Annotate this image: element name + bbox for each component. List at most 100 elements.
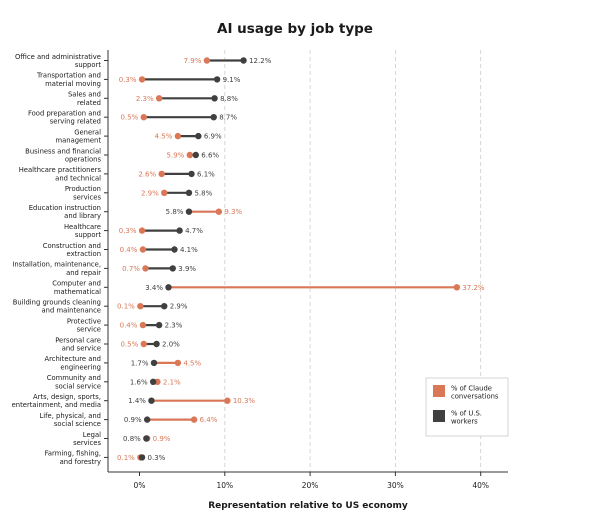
claude-point (190, 416, 198, 423)
category-label: Installation, maintenance, (12, 261, 101, 269)
claude-value-label: 2.9% (141, 189, 159, 197)
legend-label: % of U.S. (451, 410, 482, 418)
claude-point (139, 321, 147, 329)
category-label: material moving (45, 80, 101, 88)
claude-point (453, 284, 461, 291)
us-workers-value-label: 2.0% (162, 341, 180, 349)
category-label: Architecture and (44, 355, 101, 363)
claude-value-label: 0.4% (120, 322, 138, 330)
category-label: Building grounds cleaning (13, 299, 101, 307)
us-workers-value-label: 12.2% (249, 57, 272, 65)
claude-point (203, 57, 211, 64)
category-label: Personal care (55, 336, 101, 344)
us-workers-point (143, 435, 150, 442)
category-label: Arts, design, sports, (33, 393, 101, 401)
claude-point (215, 208, 223, 215)
legend-swatch-claude (433, 385, 445, 397)
category-label: extraction (67, 250, 101, 258)
claude-value-label: 0.1% (117, 303, 135, 311)
us-workers-value-label: 5.8% (166, 208, 184, 216)
claude-value-label: 2.1% (163, 378, 181, 386)
us-workers-value-label: 0.8% (123, 435, 141, 443)
claude-value-label: 4.5% (155, 133, 173, 141)
category-label: mathematical (54, 288, 101, 296)
category-label: Construction and (43, 242, 101, 250)
us-workers-point (176, 227, 183, 234)
category-label: Healthcare practitioners (19, 166, 102, 174)
category-label: support (75, 231, 101, 239)
claude-point (186, 151, 194, 159)
category-label: support (75, 61, 101, 69)
claude-value-label: 9.3% (224, 208, 242, 216)
us-workers-value-label: 9.1% (223, 76, 241, 84)
x-tick-label: 40% (472, 481, 489, 490)
claude-point (142, 265, 149, 272)
claude-point (137, 303, 144, 310)
category-label: and forestry (60, 458, 101, 466)
category-label: management (55, 137, 101, 145)
x-axis: 0% 10% 20% 30% 40% (108, 471, 508, 490)
y-axis: Office and administrativesupportTranspor… (12, 50, 109, 472)
us-workers-value-label: 5.8% (194, 189, 212, 197)
claude-point (174, 359, 182, 367)
claude-point (140, 114, 147, 121)
category-label: related (77, 99, 101, 107)
x-tick-label: 30% (387, 481, 404, 490)
category-label: and maintenance (42, 307, 101, 315)
us-workers-value-label: 1.7% (131, 359, 149, 367)
category-label: Community and (47, 374, 101, 382)
us-workers-point (192, 151, 199, 159)
us-workers-point (210, 114, 217, 121)
claude-value-label: 6.4% (200, 416, 218, 424)
claude-value-label: 10.3% (233, 397, 256, 405)
us-workers-point (165, 284, 172, 291)
x-axis-label: Representation relative to US economy (208, 501, 408, 511)
category-label: Healthcare (64, 223, 101, 231)
category-label: Food preparation and (28, 110, 101, 118)
us-workers-value-label: 4.7% (185, 227, 203, 235)
category-label: General (74, 128, 101, 136)
us-workers-point (240, 57, 247, 64)
us-workers-point (211, 95, 218, 102)
us-workers-point (185, 189, 193, 196)
category-label: Education instruction (29, 204, 101, 212)
claude-value-label: 0.7% (122, 265, 140, 273)
category-label: Production (65, 185, 101, 193)
claude-point (161, 189, 168, 196)
claude-value-label: 0.9% (153, 435, 171, 443)
x-tick-label: 10% (216, 481, 233, 490)
plot-rows: 7.9% 12.2% 0.3% 9.1% 2.3% 8.8% 0.5% 8.7% 4.5% 6.9… (117, 57, 485, 462)
category-label: Business and financial (25, 147, 101, 155)
claude-value-label: 0.4% (120, 246, 138, 254)
claude-value-label: 0.3% (119, 76, 137, 84)
claude-point (139, 246, 147, 253)
claude-point (140, 340, 147, 348)
us-workers-point (138, 454, 146, 461)
category-label: serving related (50, 118, 101, 126)
us-workers-value-label: 6.9% (204, 133, 222, 141)
category-label: and repair (66, 269, 101, 277)
claude-point (138, 227, 146, 234)
us-workers-point (148, 397, 155, 404)
claude-point (224, 397, 231, 404)
us-workers-point (213, 76, 221, 83)
claude-point (158, 170, 165, 178)
category-label: social service (55, 382, 101, 390)
category-label: and library (64, 212, 101, 220)
us-workers-value-label: 0.9% (124, 416, 142, 424)
us-workers-point (195, 132, 202, 140)
us-workers-value-label: 3.9% (178, 265, 196, 273)
us-workers-value-label: 1.6% (130, 378, 148, 386)
us-workers-value-label: 8.8% (220, 95, 238, 103)
us-workers-point (161, 303, 168, 310)
category-label: Transportation and (36, 72, 101, 80)
category-label: and technical (55, 174, 101, 182)
claude-value-label: 7.9% (184, 57, 202, 65)
category-label: Protective (67, 317, 101, 325)
legend-label: conversations (451, 393, 499, 401)
us-workers-point (188, 170, 195, 178)
category-label: social science (54, 420, 101, 428)
us-workers-value-label: 3.4% (145, 284, 163, 292)
category-label: Sales and (68, 91, 101, 99)
